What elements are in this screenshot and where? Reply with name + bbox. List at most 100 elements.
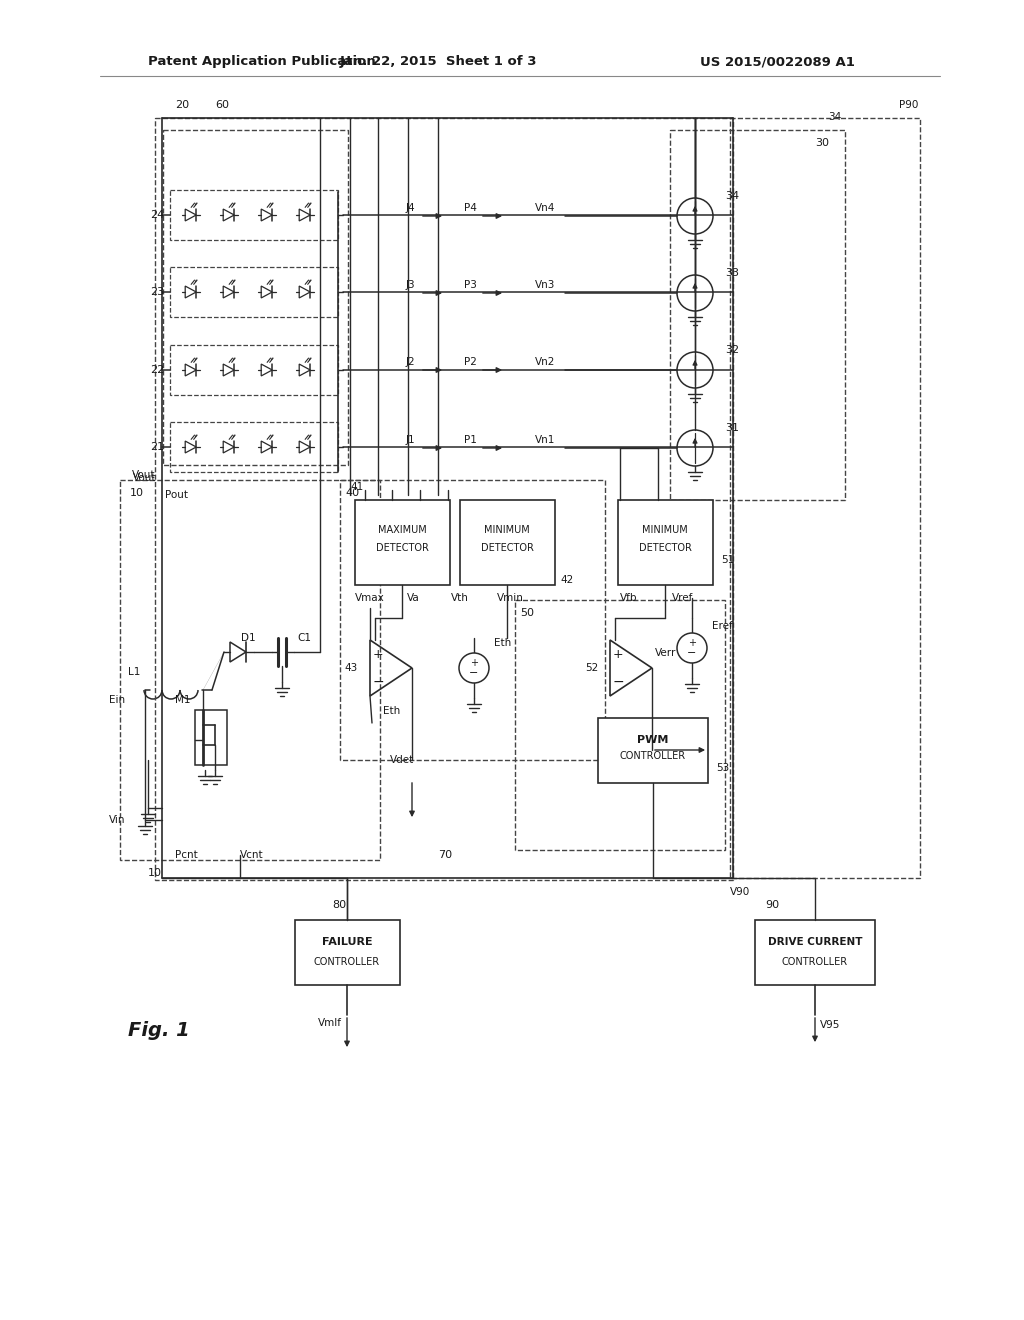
Text: Vin: Vin	[109, 814, 125, 825]
Bar	[155, 117, 733, 880]
Text: 33: 33	[725, 268, 739, 279]
Text: 41: 41	[350, 482, 364, 492]
Text: V90: V90	[730, 887, 750, 898]
Text: P4: P4	[464, 203, 476, 213]
Text: Vdet: Vdet	[390, 755, 415, 766]
Text: 32: 32	[725, 345, 739, 355]
Text: 53: 53	[716, 763, 729, 774]
Text: P2: P2	[464, 356, 476, 367]
Text: Pout: Pout	[165, 490, 188, 500]
Text: P1: P1	[464, 436, 476, 445]
Text: P3: P3	[464, 280, 476, 290]
Text: J3: J3	[406, 280, 415, 290]
Text: 10: 10	[148, 869, 162, 878]
Text: +: +	[612, 648, 624, 660]
Text: +: +	[470, 657, 478, 668]
Bar	[515, 601, 725, 850]
Bar	[170, 190, 338, 240]
Bar	[670, 129, 845, 500]
Text: 42: 42	[560, 576, 573, 585]
Text: 34: 34	[828, 112, 842, 121]
Text: P90: P90	[899, 100, 918, 110]
Text: US 2015/0022089 A1: US 2015/0022089 A1	[700, 55, 855, 69]
Bar	[295, 920, 400, 985]
Text: Vn4: Vn4	[535, 203, 555, 213]
Text: Vmax: Vmax	[355, 593, 385, 603]
Bar	[755, 920, 874, 985]
Text: Vfb: Vfb	[620, 593, 638, 603]
Text: FAILURE: FAILURE	[322, 937, 373, 946]
Text: J1: J1	[406, 436, 415, 445]
Text: 23: 23	[150, 286, 164, 297]
Text: Ein: Ein	[109, 696, 125, 705]
Text: 90: 90	[765, 900, 779, 909]
Text: 43: 43	[345, 663, 358, 673]
Text: C1: C1	[297, 634, 311, 643]
Text: Eref: Eref	[712, 620, 733, 631]
Bar	[355, 500, 450, 585]
Bar	[163, 129, 348, 465]
Bar	[170, 267, 338, 317]
Text: Vn1: Vn1	[535, 436, 555, 445]
Text: −: −	[687, 648, 696, 657]
Text: CONTROLLER: CONTROLLER	[620, 751, 686, 762]
Text: PWM: PWM	[637, 735, 669, 744]
Text: Fig. 1: Fig. 1	[128, 1020, 189, 1040]
Text: 21: 21	[150, 442, 164, 451]
Bar	[170, 345, 338, 395]
Bar	[195, 710, 227, 766]
Text: Patent Application Publication: Patent Application Publication	[148, 55, 376, 69]
Text: Vout: Vout	[132, 473, 156, 483]
Text: 22: 22	[150, 366, 164, 375]
Text: DRIVE CURRENT: DRIVE CURRENT	[768, 937, 862, 946]
Text: Vmlf: Vmlf	[318, 1018, 342, 1028]
Text: Vn3: Vn3	[535, 280, 555, 290]
Text: Verr: Verr	[655, 648, 677, 657]
Text: 10: 10	[130, 488, 144, 498]
Text: Va: Va	[407, 593, 420, 603]
Text: DETECTOR: DETECTOR	[480, 543, 534, 553]
Text: V95: V95	[820, 1020, 841, 1030]
Text: +: +	[373, 648, 383, 660]
Text: MINIMUM: MINIMUM	[642, 525, 688, 535]
Text: CONTROLLER: CONTROLLER	[782, 957, 848, 968]
Bar	[340, 480, 605, 760]
Text: 24: 24	[150, 210, 164, 220]
Text: Eth: Eth	[494, 638, 511, 648]
Text: Vn2: Vn2	[535, 356, 555, 367]
Text: 40: 40	[345, 488, 359, 498]
Text: 20: 20	[175, 100, 189, 110]
Text: MINIMUM: MINIMUM	[484, 525, 529, 535]
Text: 70: 70	[438, 850, 452, 861]
Text: 60: 60	[215, 100, 229, 110]
Text: −: −	[469, 668, 478, 678]
Text: −: −	[612, 675, 624, 689]
Text: DETECTOR: DETECTOR	[639, 543, 691, 553]
Circle shape	[459, 653, 489, 682]
Text: 80: 80	[332, 900, 346, 909]
Text: J4: J4	[406, 203, 415, 213]
Text: +: +	[688, 638, 696, 648]
Text: Jan. 22, 2015  Sheet 1 of 3: Jan. 22, 2015 Sheet 1 of 3	[339, 55, 537, 69]
Text: Vth: Vth	[451, 593, 469, 603]
Text: 52: 52	[585, 663, 598, 673]
Text: Vmin: Vmin	[497, 593, 523, 603]
Text: L1: L1	[128, 667, 140, 677]
Text: DETECTOR: DETECTOR	[376, 543, 428, 553]
Bar	[730, 117, 920, 878]
Bar	[460, 500, 555, 585]
Text: J2: J2	[406, 356, 415, 367]
Text: Vcnt: Vcnt	[240, 850, 263, 861]
Bar	[170, 422, 338, 473]
Text: MAXIMUM: MAXIMUM	[378, 525, 426, 535]
Circle shape	[677, 634, 707, 663]
Text: CONTROLLER: CONTROLLER	[314, 957, 380, 968]
Text: Vref: Vref	[673, 593, 693, 603]
Bar	[120, 480, 380, 861]
Bar	[618, 500, 713, 585]
Text: 31: 31	[725, 422, 739, 433]
Text: D1: D1	[241, 634, 255, 643]
Text: 51: 51	[721, 554, 734, 565]
Text: Vout: Vout	[131, 470, 155, 480]
Text: Eth: Eth	[383, 706, 400, 715]
